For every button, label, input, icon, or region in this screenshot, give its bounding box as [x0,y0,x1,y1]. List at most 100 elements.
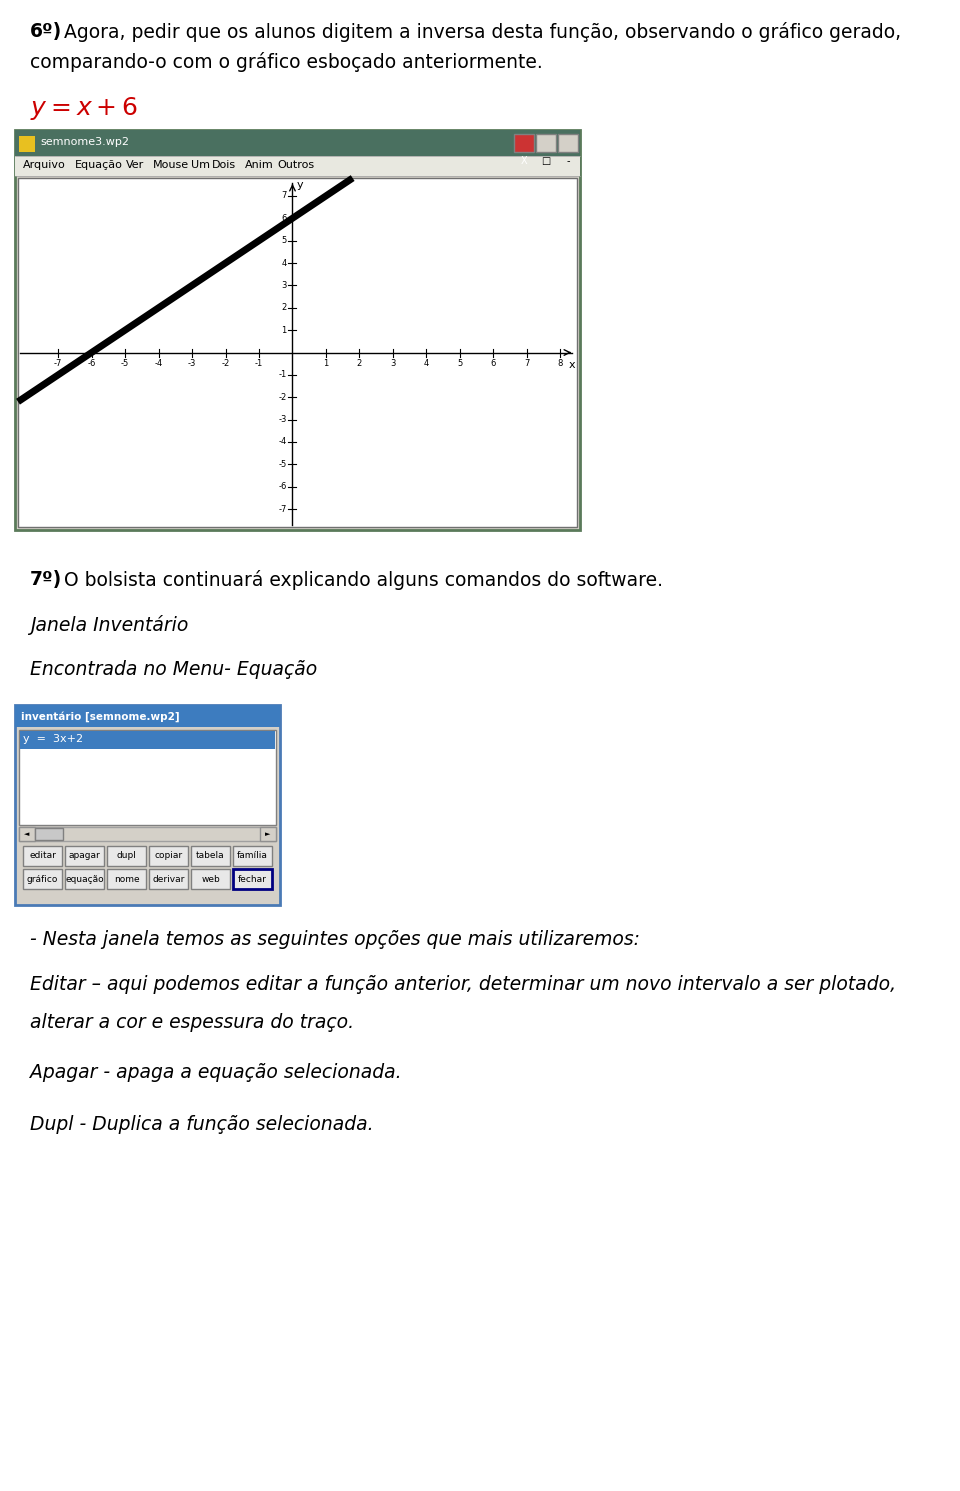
Text: -1: -1 [255,358,263,367]
Text: 6: 6 [491,358,496,367]
Text: apagar: apagar [68,851,101,860]
Bar [35,828,63,839]
Text: tabela: tabela [196,851,225,860]
Bar [19,828,276,841]
Text: Anim: Anim [245,160,274,170]
Text: x: x [568,361,575,370]
Text: 6º): 6º) [30,22,62,40]
Text: alterar a cor e espessura do traço.: alterar a cor e espessura do traço. [30,1012,354,1032]
Text: O bolsista continuará explicando alguns comandos do software.: O bolsista continuará explicando alguns … [58,570,663,590]
Bar [15,157,580,176]
Text: 3: 3 [281,280,286,289]
Text: -3: -3 [278,414,286,423]
Text: 7º): 7º) [30,570,62,589]
Bar [149,869,188,889]
Bar [191,845,230,866]
Text: editar: editar [29,851,56,860]
Text: y: y [297,180,303,189]
Bar [233,869,272,889]
Text: gráfico: gráfico [27,875,59,884]
Text: -7: -7 [54,358,62,367]
Text: Editar – aqui podemos editar a função anterior, determinar um novo intervalo a s: Editar – aqui podemos editar a função an… [30,975,896,994]
Text: 1: 1 [281,325,286,334]
Text: -7: -7 [278,504,286,513]
Bar [19,136,35,152]
Text: copiar: copiar [155,851,182,860]
Text: - Nesta janela temos as seguintes opções que mais utilizaremos:: - Nesta janela temos as seguintes opções… [30,930,640,948]
Text: Apagar - apaga a equação selecionada.: Apagar - apaga a equação selecionada. [30,1063,401,1082]
Text: -4: -4 [278,437,286,446]
Bar [536,134,556,152]
Text: 4: 4 [281,258,286,267]
Text: 8: 8 [558,358,563,367]
Text: □: □ [541,157,551,166]
Text: 5: 5 [457,358,463,367]
Bar [19,731,276,825]
Text: dupl: dupl [116,851,136,860]
Text: Dois: Dois [212,160,236,170]
Text: ►: ► [265,830,271,836]
Text: Arquivo: Arquivo [23,160,65,170]
Text: -: - [566,157,569,166]
Text: 3: 3 [390,358,396,367]
Text: -3: -3 [188,358,196,367]
Bar [191,869,230,889]
Text: Dupl - Duplica a função selecionada.: Dupl - Duplica a função selecionada. [30,1115,373,1135]
Text: -6: -6 [278,482,286,491]
Text: 6: 6 [281,213,286,222]
Text: 7: 7 [524,358,530,367]
Bar [233,845,272,866]
Bar [107,845,146,866]
Text: ◄: ◄ [24,830,30,836]
Text: 7: 7 [281,191,286,200]
Text: nome: nome [113,875,139,884]
Text: -4: -4 [155,358,162,367]
Bar [15,705,280,728]
Text: família: família [237,851,268,860]
Text: 5: 5 [281,236,286,245]
Text: Ver: Ver [126,160,144,170]
Bar [19,828,35,841]
Bar [15,130,580,157]
Text: semnome3.wp2: semnome3.wp2 [40,137,129,148]
Text: -5: -5 [121,358,130,367]
Bar [18,177,577,526]
Text: $y = x + 6$: $y = x + 6$ [30,95,138,122]
Bar [558,134,578,152]
Bar [260,828,276,841]
Text: y  =  3x+2: y = 3x+2 [23,734,84,744]
Text: Janela Inventário: Janela Inventário [30,614,188,635]
Bar [23,869,62,889]
Text: -5: -5 [278,459,286,468]
Text: X: X [520,157,527,166]
Bar [65,845,104,866]
Text: comparando-o com o gráfico esboçado anteriormente.: comparando-o com o gráfico esboçado ante… [30,52,542,72]
Text: web: web [202,875,220,884]
Bar [65,869,104,889]
Text: 1: 1 [324,358,328,367]
Bar [107,869,146,889]
Text: Outros: Outros [277,160,315,170]
Text: 2: 2 [281,303,286,312]
Text: 4: 4 [423,358,429,367]
Text: 2: 2 [357,358,362,367]
Text: -2: -2 [222,358,229,367]
Bar [15,130,580,529]
Bar [15,705,280,905]
Bar [514,134,534,152]
Text: Equação: Equação [75,160,122,170]
Text: Agora, pedir que os alunos digitem a inversa desta função, observando o gráfico : Agora, pedir que os alunos digitem a inv… [58,22,901,42]
Bar [149,845,188,866]
Text: Um: Um [191,160,210,170]
Bar [23,845,62,866]
Text: Encontrada no Menu- Equação: Encontrada no Menu- Equação [30,661,317,678]
Text: equação: equação [65,875,104,884]
Text: -2: -2 [278,392,286,401]
Text: fechar: fechar [238,875,267,884]
Text: derivar: derivar [153,875,184,884]
Text: inventário [semnome.wp2]: inventário [semnome.wp2] [21,711,180,722]
Text: -1: -1 [278,370,286,379]
Text: Mouse: Mouse [153,160,188,170]
Bar [20,731,275,748]
Text: -6: -6 [87,358,96,367]
